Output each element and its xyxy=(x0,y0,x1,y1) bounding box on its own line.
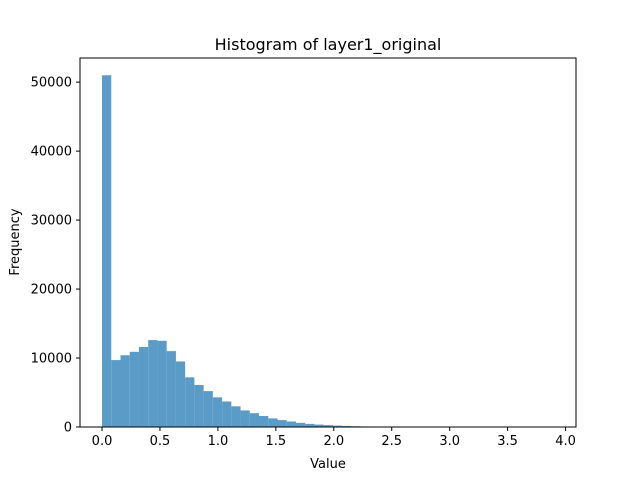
x-tick-label: 4.0 xyxy=(555,434,576,449)
histogram-bar xyxy=(305,423,315,427)
histogram-bar xyxy=(259,415,269,427)
chart-title: Histogram of layer1_original xyxy=(215,35,442,55)
y-axis: 0 10000 20000 30000 40000 50000 xyxy=(31,76,80,436)
y-tick-label: 20000 xyxy=(31,283,72,298)
x-tick-label: 2.0 xyxy=(323,434,344,449)
histogram-bar xyxy=(194,384,204,427)
histogram-bar xyxy=(129,351,139,427)
histogram-bar xyxy=(120,355,130,427)
histogram-bar xyxy=(286,421,296,427)
histogram-bar xyxy=(148,340,158,427)
x-tick-label: 3.0 xyxy=(439,434,460,449)
histogram-bar xyxy=(314,424,324,427)
histogram-bar xyxy=(166,351,176,427)
histogram-bar xyxy=(332,425,343,427)
histogram-bars xyxy=(102,75,555,428)
histogram-bar xyxy=(212,397,223,427)
y-axis-label: Frequency xyxy=(8,208,23,275)
x-tick-label: 0.5 xyxy=(150,434,171,449)
histogram-bar xyxy=(111,360,121,427)
histogram-bar xyxy=(323,425,333,427)
x-tick-label: 2.5 xyxy=(381,434,402,449)
histogram-bar xyxy=(185,377,195,427)
histogram-bar xyxy=(342,425,352,427)
x-tick-label: 0.0 xyxy=(92,434,113,449)
histogram-bar xyxy=(102,75,112,428)
histogram-bar xyxy=(277,420,287,427)
histogram-bar xyxy=(222,401,232,427)
x-tick-label: 1.5 xyxy=(266,434,287,449)
histogram-bar xyxy=(203,391,213,427)
y-tick-label: 30000 xyxy=(31,214,72,229)
plot-frame xyxy=(79,57,577,428)
x-tick-label: 1.0 xyxy=(208,434,229,449)
x-axis: 0.0 0.5 1.0 1.5 2.0 2.5 3.0 3.5 4.0 xyxy=(92,427,576,449)
histogram-bar xyxy=(157,340,167,427)
histogram-bar xyxy=(138,346,149,427)
y-tick-label: 50000 xyxy=(31,76,72,91)
y-tick-label: 10000 xyxy=(31,352,72,367)
y-tick-label: 0 xyxy=(64,421,72,436)
histogram-bar xyxy=(268,418,278,427)
histogram-bar xyxy=(175,361,186,427)
histogram-bar xyxy=(231,406,241,427)
y-tick-label: 40000 xyxy=(31,145,72,160)
histogram-bar xyxy=(295,422,306,427)
histogram-bar xyxy=(249,413,260,427)
x-tick-label: 3.5 xyxy=(497,434,518,449)
x-axis-label: Value xyxy=(310,457,346,472)
histogram-bar xyxy=(240,410,250,427)
